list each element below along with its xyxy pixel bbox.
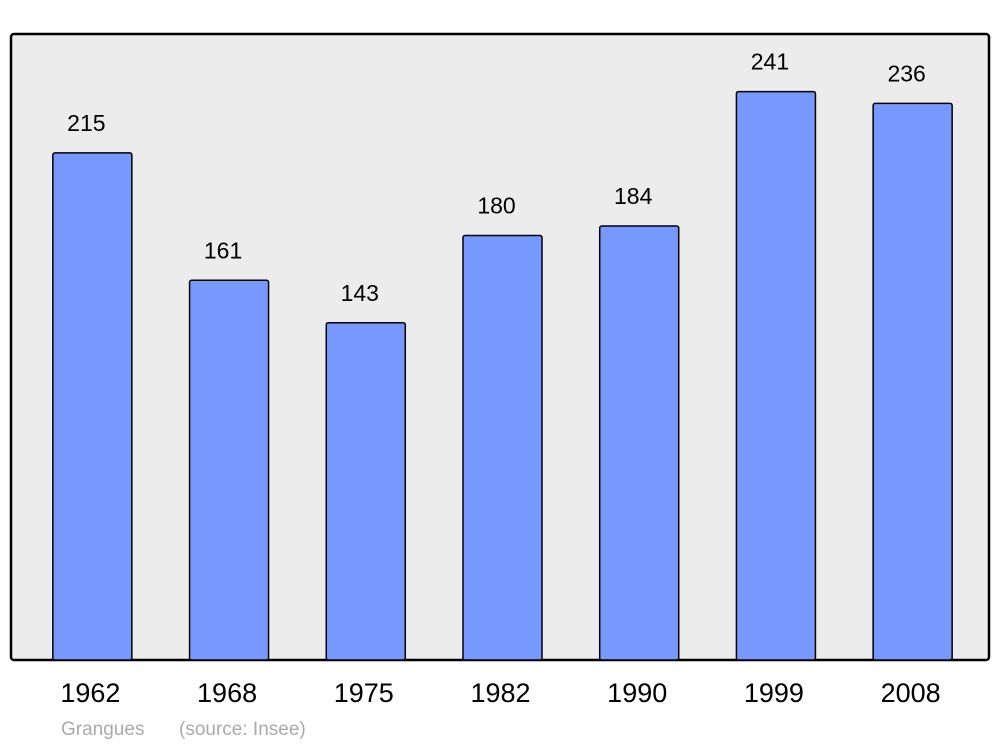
value-label: 241 (751, 49, 789, 75)
bar (735, 90, 817, 661)
x-tick-label: 1999 (744, 678, 804, 708)
x-tick-label: 1968 (197, 678, 257, 708)
value-label: 161 (204, 237, 242, 263)
x-tick-label: 1962 (60, 678, 120, 708)
value-label: 180 (477, 193, 515, 219)
value-label: 215 (67, 110, 105, 136)
value-label: 236 (887, 60, 925, 86)
bar (52, 152, 133, 661)
bar (598, 225, 680, 661)
value-label: 143 (341, 280, 379, 306)
x-tick-label: 1990 (607, 678, 667, 708)
caption: Grangues (61, 719, 144, 740)
x-tick-label: 1982 (470, 678, 530, 708)
bar (325, 321, 407, 661)
bar (872, 102, 953, 661)
x-tick-label: 1975 (334, 678, 394, 708)
bar (462, 234, 543, 661)
x-tick-label: 2008 (881, 678, 941, 708)
bar (188, 279, 270, 661)
source: (source: Insee) (179, 719, 306, 740)
value-label: 184 (614, 183, 653, 209)
